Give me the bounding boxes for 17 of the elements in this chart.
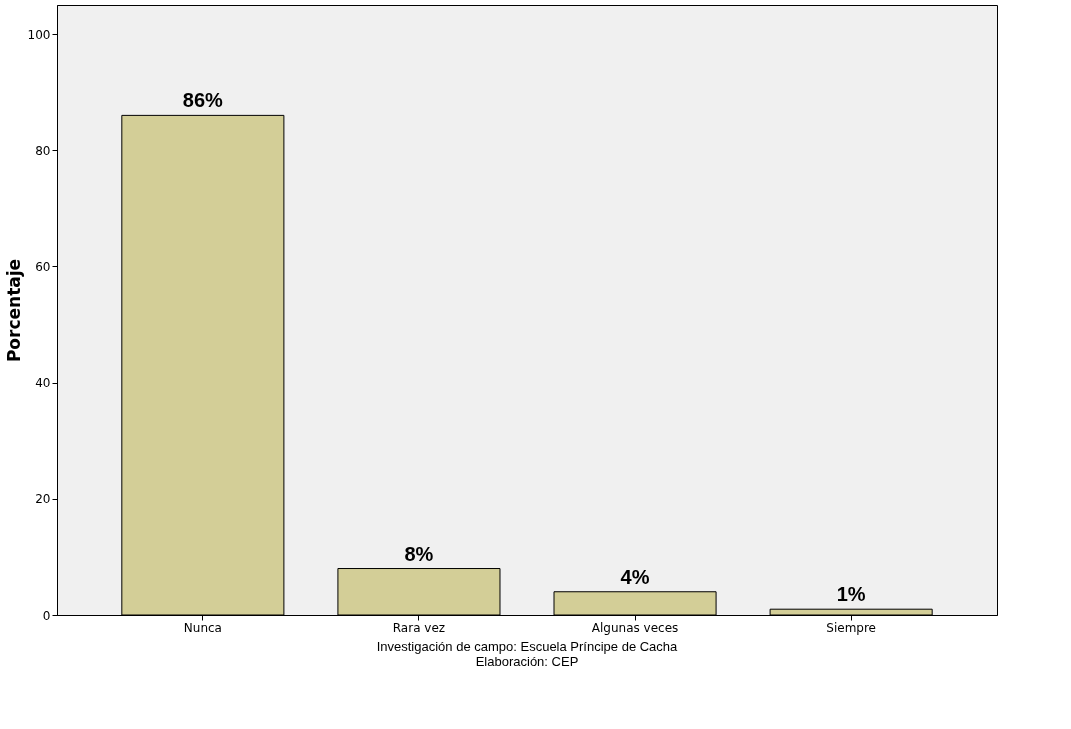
text: Investigación de campo: Escuela Príncipe de Cacha	[376, 639, 679, 654]
x-tick-label: Nunca	[183, 620, 222, 635]
y-tick-label: 0	[42, 608, 51, 623]
y-axis-title: Porcentaje	[3, 258, 24, 363]
data-label: 8%	[404, 542, 434, 565]
y-tick-label: 40	[35, 376, 51, 391]
y-tick-label: 60	[35, 259, 51, 274]
data-label: 4%	[620, 565, 650, 588]
y-tick-label: 80	[35, 143, 51, 158]
y-tick-label: 100	[27, 27, 51, 42]
x-tick-label: Rara vez	[392, 620, 446, 635]
y-tick-label: 20	[35, 492, 51, 507]
data-label: 86%	[182, 89, 224, 112]
text: Elaboración: CEP	[475, 654, 579, 669]
data-label: 1%	[836, 583, 866, 606]
x-tick-label: Algunas veces	[591, 620, 679, 635]
x-tick-label: Siempre	[826, 620, 876, 635]
